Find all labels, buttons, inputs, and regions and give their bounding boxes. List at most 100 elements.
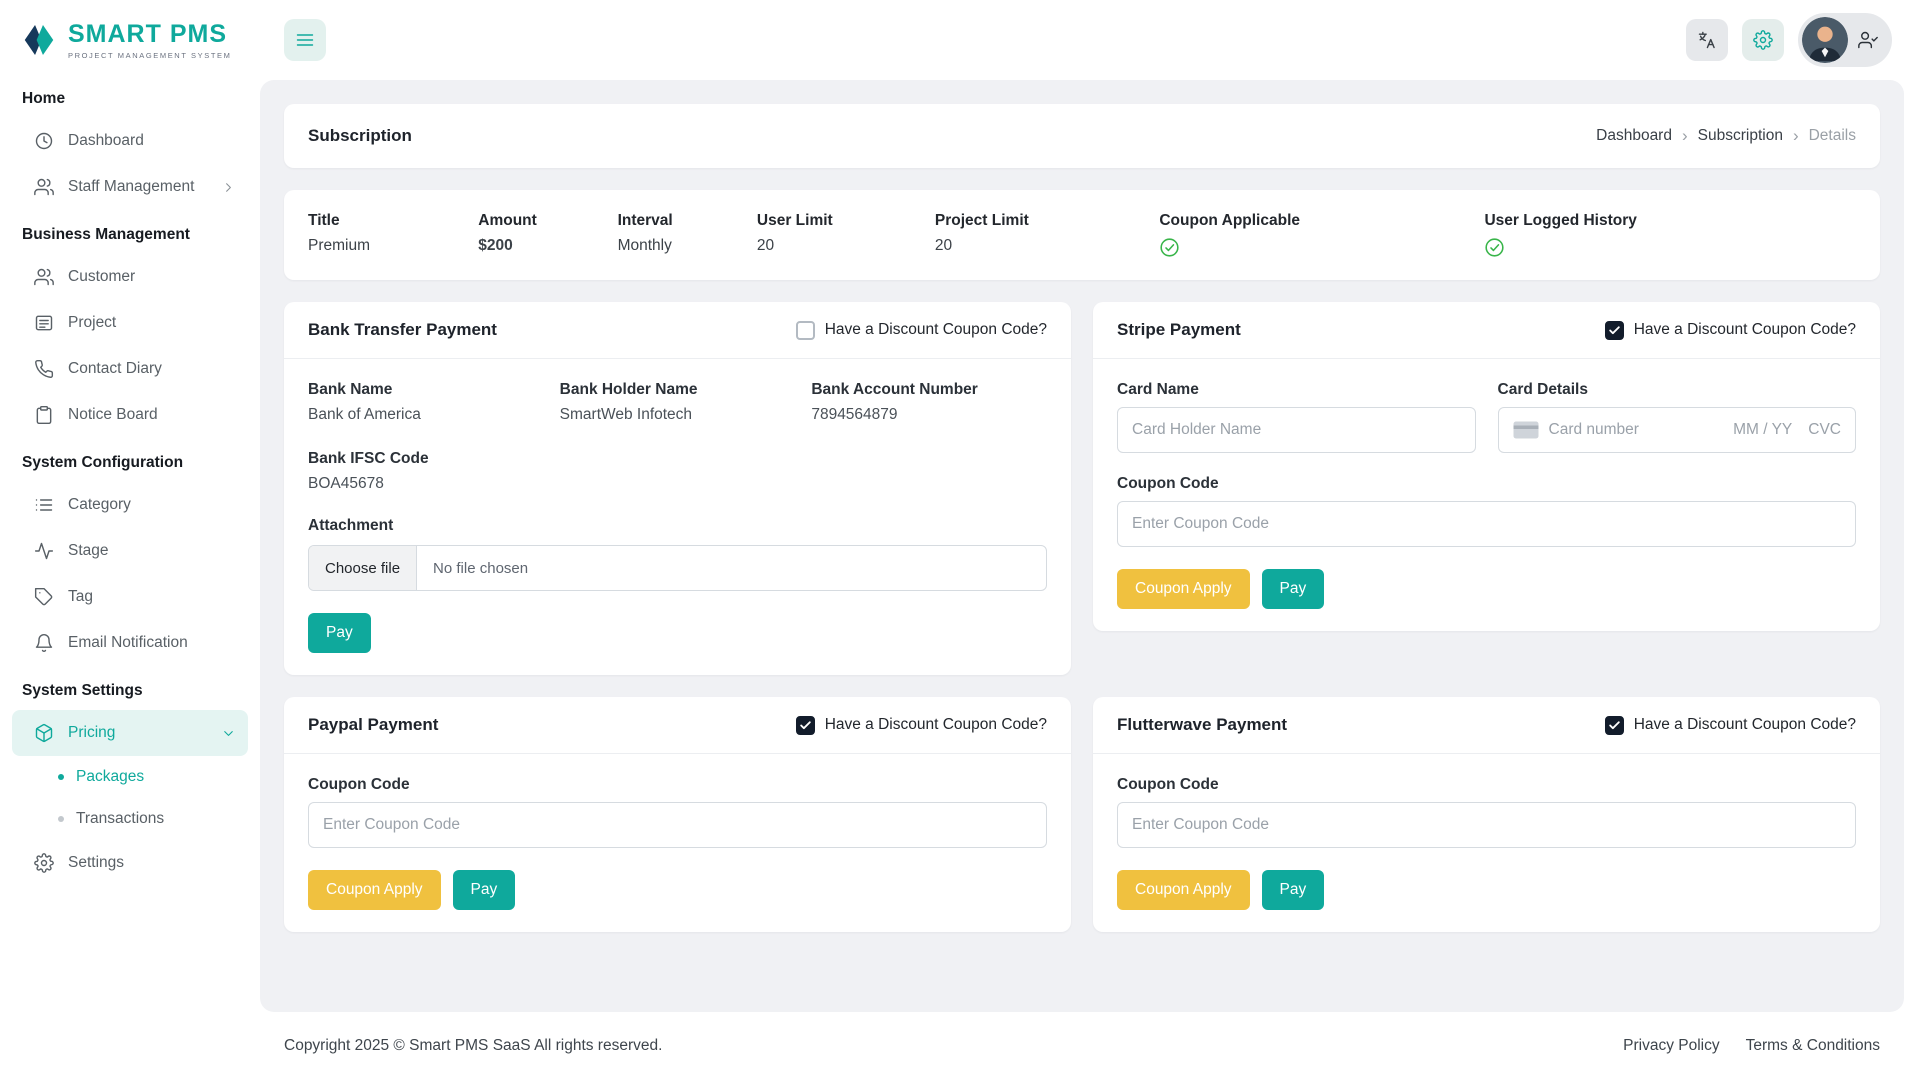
- sidebar-subitem-transactions[interactable]: Transactions: [12, 798, 248, 840]
- card-name-group: Card Name: [1117, 381, 1476, 453]
- sidebar-nav: Home Dashboard Staff Management Business…: [0, 74, 260, 886]
- discount-coupon-checkbox[interactable]: [795, 715, 815, 735]
- stripe-pay-button[interactable]: Pay: [1261, 569, 1325, 609]
- copyright-text: Copyright 2025 © Smart PMS SaaS All righ…: [284, 1037, 663, 1054]
- flutterwave-card: Flutterwave Payment Have a Discount Coup…: [1093, 697, 1880, 932]
- sidebar-item-stage[interactable]: Stage: [12, 528, 248, 574]
- sidebar-subitem-packages[interactable]: Packages: [12, 756, 248, 798]
- sidebar-toggle-button[interactable]: [284, 19, 326, 61]
- section-title-business-management: Business Management: [22, 226, 190, 243]
- paypal-coupon-toggle[interactable]: Have a Discount Coupon Code?: [795, 715, 1047, 735]
- summary-user-limit: User Limit 20: [756, 212, 833, 254]
- chevron-right-icon: [221, 180, 236, 195]
- flutterwave-title: Flutterwave Payment: [1117, 715, 1288, 734]
- card-details-input[interactable]: Card number MM / YY CVC: [1497, 407, 1856, 453]
- check-circle-icon: [1485, 238, 1505, 257]
- sidebar: SMART PMS PROJECT MANAGEMENT SYSTEM Home…: [0, 0, 260, 1080]
- paypal-pay-button[interactable]: Pay: [452, 870, 516, 910]
- credit-card-icon: [1513, 421, 1538, 439]
- dashboard-icon: [34, 131, 54, 151]
- sidebar-item-customer[interactable]: Customer: [12, 254, 248, 300]
- coupon-question-label: Have a Discount Coupon Code?: [824, 716, 1047, 733]
- gear-icon: [34, 853, 54, 873]
- translate-button[interactable]: [1686, 19, 1728, 61]
- hamburger-icon: [296, 34, 314, 46]
- sidebar-item-label: Project: [68, 314, 117, 331]
- breadcrumb-subscription[interactable]: Subscription: [1697, 127, 1783, 144]
- sidebar-item-staff-management[interactable]: Staff Management: [12, 164, 248, 210]
- paypal-coupon-apply-button[interactable]: Coupon Apply: [308, 870, 441, 910]
- settings-button[interactable]: [1742, 19, 1784, 61]
- breadcrumb-details: Details: [1808, 127, 1856, 144]
- bank-name-field: Bank Name Bank of America: [308, 381, 421, 423]
- sidebar-item-category[interactable]: Category: [12, 482, 248, 528]
- sidebar-item-email-notification[interactable]: Email Notification: [12, 620, 248, 666]
- summary-project-limit: Project Limit 20: [934, 212, 1029, 254]
- privacy-policy-link[interactable]: Privacy Policy: [1623, 1037, 1720, 1054]
- paypal-card: Paypal Payment Have a Discount Coupon Co…: [284, 697, 1071, 932]
- sidebar-item-label: Pricing: [68, 724, 116, 741]
- stripe-card: Stripe Payment Have a Discount Coupon Co…: [1093, 302, 1880, 631]
- sidebar-item-tag[interactable]: Tag: [12, 574, 248, 620]
- sidebar-item-label: Tag: [68, 588, 93, 605]
- sidebar-item-pricing[interactable]: Pricing: [12, 710, 248, 756]
- chevron-separator: ›: [1681, 126, 1688, 145]
- bullet-dot: [58, 816, 64, 822]
- sidebar-item-contact-diary[interactable]: Contact Diary: [12, 346, 248, 392]
- coupon-code-input[interactable]: [1117, 802, 1856, 848]
- package-icon: [34, 723, 54, 743]
- section-title-system-configuration: System Configuration: [22, 454, 184, 471]
- coupon-question-label: Have a Discount Coupon Code?: [824, 321, 1047, 338]
- sidebar-subitem-label: Transactions: [76, 810, 165, 827]
- flutterwave-coupon-toggle[interactable]: Have a Discount Coupon Code?: [1604, 715, 1856, 735]
- discount-coupon-checkbox[interactable]: [1604, 320, 1624, 340]
- coupon-code-label: Coupon Code: [1117, 776, 1219, 793]
- list-icon: [34, 495, 54, 515]
- coupon-code-input[interactable]: [1117, 501, 1856, 547]
- sidebar-item-label: Staff Management: [68, 178, 195, 195]
- sidebar-item-settings[interactable]: Settings: [12, 840, 248, 886]
- card-number-placeholder: Card number: [1548, 421, 1639, 438]
- discount-coupon-checkbox[interactable]: [1604, 715, 1624, 735]
- flutterwave-pay-button[interactable]: Pay: [1261, 870, 1325, 910]
- section-title-system-settings: System Settings: [22, 682, 143, 699]
- brand-logo[interactable]: SMART PMS PROJECT MANAGEMENT SYSTEM: [0, 0, 260, 74]
- sidebar-item-notice-board[interactable]: Notice Board: [12, 392, 248, 438]
- avatar: [1802, 17, 1848, 63]
- stripe-coupon-apply-button[interactable]: Coupon Apply: [1117, 569, 1250, 609]
- terms-link[interactable]: Terms & Conditions: [1745, 1037, 1880, 1054]
- activity-icon: [34, 541, 54, 561]
- payment-grid: Bank Transfer Payment Have a Discount Co…: [284, 302, 1880, 932]
- staff-icon: [34, 177, 54, 197]
- coupon-code-input[interactable]: [308, 802, 1047, 848]
- breadcrumb-dashboard[interactable]: Dashboard: [1596, 127, 1672, 144]
- customer-icon: [34, 267, 54, 287]
- paypal-coupon-group: Coupon Code: [308, 776, 1047, 848]
- discount-coupon-checkbox[interactable]: [795, 320, 815, 340]
- phone-icon: [34, 359, 54, 379]
- coupon-question-label: Have a Discount Coupon Code?: [1633, 321, 1856, 338]
- bank-coupon-toggle[interactable]: Have a Discount Coupon Code?: [795, 320, 1047, 340]
- sidebar-item-dashboard[interactable]: Dashboard: [12, 118, 248, 164]
- brand-logo-icon: [24, 24, 54, 56]
- attachment-file-input[interactable]: Choose file No file chosen: [308, 545, 1047, 591]
- flutterwave-coupon-apply-button[interactable]: Coupon Apply: [1117, 870, 1250, 910]
- card-holder-name-input[interactable]: [1117, 407, 1476, 453]
- bank-account-field: Bank Account Number 7894564879: [811, 381, 978, 423]
- profile-menu[interactable]: [1798, 13, 1892, 67]
- check-circle-icon: [1160, 238, 1179, 257]
- sidebar-item-label: Contact Diary: [68, 360, 162, 377]
- brand-name: SMART PMS: [68, 20, 227, 48]
- summary-amount: Amount $200: [478, 212, 537, 254]
- tag-icon: [34, 587, 54, 607]
- choose-file-button[interactable]: Choose file: [309, 546, 418, 590]
- card-details-label: Card Details: [1497, 381, 1588, 398]
- card-cvc-placeholder: CVC: [1808, 421, 1841, 438]
- page-title: Subscription: [308, 126, 412, 145]
- footer: Copyright 2025 © Smart PMS SaaS All righ…: [260, 1012, 1920, 1080]
- main-content: Subscription Dashboard › Subscription › …: [260, 80, 1904, 1012]
- sidebar-item-project[interactable]: Project: [12, 300, 248, 346]
- bank-pay-button[interactable]: Pay: [308, 613, 371, 653]
- stripe-coupon-toggle[interactable]: Have a Discount Coupon Code?: [1604, 320, 1856, 340]
- sidebar-item-label: Dashboard: [68, 132, 144, 149]
